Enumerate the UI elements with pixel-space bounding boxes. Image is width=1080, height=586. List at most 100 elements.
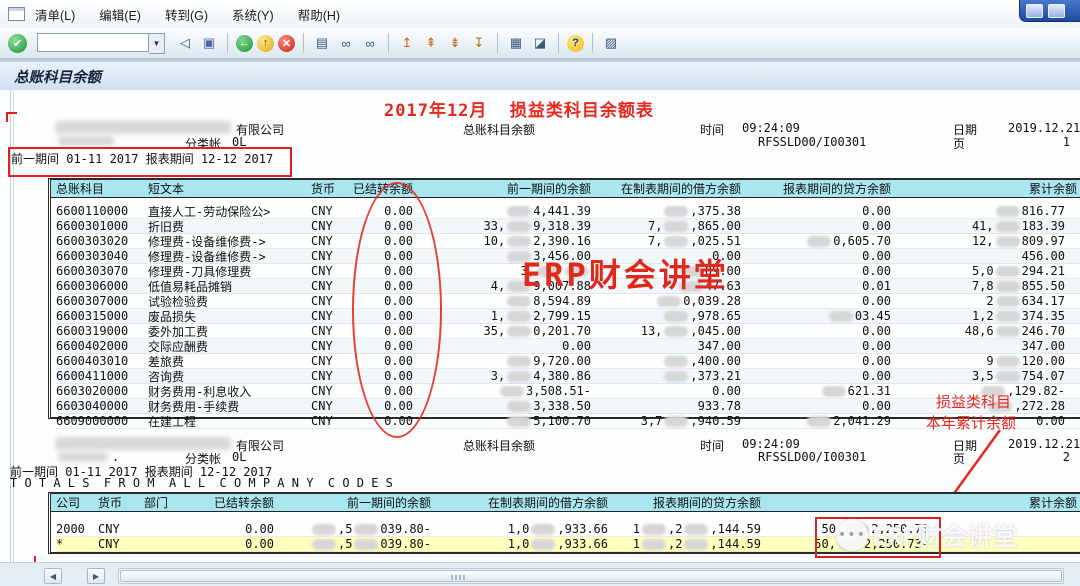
redacted-digits [507, 235, 532, 247]
table-cell: 48,6 246.70 [964, 324, 1065, 338]
left-triangle-icon[interactable]: ◁ [180, 35, 190, 50]
cancel-icon[interactable]: ✕ [278, 34, 295, 52]
page-label: 页 [953, 137, 966, 151]
report-area: 2017年12月 损益类科目余额表 有限公司 总账科目余额 时间 09:24:0… [0, 90, 1080, 569]
table-cell: 6600319000 [56, 324, 129, 338]
table-row[interactable]: 6600403010 差旅费 CNY 0.00 9,720.00,400.00 0.00 9… [56, 354, 1080, 369]
maximize-icon[interactable] [1048, 3, 1065, 18]
menu-item-0[interactable]: 清单(L) [35, 8, 76, 23]
redacted-digits [499, 385, 524, 397]
table-cell: 0.00 [862, 249, 891, 263]
page-value: 1 [1062, 135, 1070, 149]
print-icon[interactable]: ▤ [315, 35, 329, 50]
table-cell: 废品损失 [148, 309, 197, 324]
scrollbar-grip [451, 575, 465, 580]
table-cell: 0.00 [712, 249, 741, 263]
program-id: RFSSLD00/I00301 [758, 450, 867, 464]
table-cell: 2 634.17 [986, 294, 1065, 308]
menu-item-1[interactable]: 编辑(E) [99, 8, 141, 23]
annotation-title: 2017年12月 损益类科目余额表 [384, 101, 654, 121]
enter-icon[interactable]: ✔ [8, 33, 27, 53]
table-cell: 933.78 [697, 399, 741, 413]
date-value: 2019.12.21 [1008, 437, 1080, 451]
scrollbar-track[interactable] [118, 568, 1064, 584]
column-header: 报表期间的贷方余额 [652, 496, 761, 510]
create-session-icon[interactable]: ▦ [509, 35, 523, 50]
last-page-icon[interactable]: ↧ [473, 35, 485, 50]
table-row[interactable]: 6600303070 修理费-刀具修理费 CNY 0.00 3, 09.00 0.00 5,0… [56, 264, 1080, 279]
menu-item-2[interactable]: 转到(G) [164, 8, 209, 23]
table-cell: 6603020000 [56, 384, 129, 398]
back-icon[interactable]: ← [236, 34, 253, 52]
first-page-icon[interactable]: ↥ [401, 35, 413, 50]
time-value: 09:24:09 [742, 121, 800, 135]
help-icon[interactable]: ? [567, 34, 584, 52]
table-cell: 差旅费 [148, 354, 185, 369]
company-suffix: 有限公司 [236, 123, 285, 137]
exit-icon[interactable]: ↑ [257, 34, 274, 52]
shortcut-icon[interactable]: ◪ [533, 35, 547, 50]
find-next-icon[interactable]: ∞ [365, 35, 375, 51]
scroll-left-icon[interactable]: ◀ [44, 568, 62, 584]
page-label: 页 [953, 452, 966, 466]
dot: . [112, 450, 120, 464]
table-row[interactable]: 6600319000 委外加工费 CNY 0.00 35, 0,201.70 13, ,045… [56, 324, 1080, 339]
page-down-icon[interactable]: ⇟ [449, 35, 461, 50]
table-row[interactable]: 6603020000 财务费用-利息收入 CNY 0.00 3,508.51- 0.00 6… [56, 384, 1080, 399]
page-value: 2 [1062, 450, 1070, 464]
table-cell: 0.00 [862, 369, 891, 383]
table-cell: 347.00 [697, 339, 741, 353]
toolbar-separator [558, 33, 559, 53]
redacted-digits [828, 310, 853, 322]
table-row[interactable]: 6600307000 试验检验费 CNY 0.00 8,594.89 0,039.28 0.… [56, 294, 1080, 309]
redacted-digits [664, 235, 689, 247]
system-menu-icon[interactable] [8, 7, 25, 21]
scroll-right-icon[interactable]: ▶ [87, 568, 105, 584]
company-suffix: 有限公司 [236, 439, 285, 453]
corner-watermark-text: ERP财会讲堂 [872, 522, 1018, 551]
page-up-icon[interactable]: ⇞ [425, 35, 437, 50]
menu-item-4[interactable]: 帮助(H) [297, 8, 341, 23]
redacted-digits [664, 355, 689, 367]
table-row[interactable]: 6600303020 修理费-设备维修费-> CNY 0.00 10, 2,390.16 7… [56, 234, 1080, 249]
redacted-digits [821, 385, 846, 397]
table-row[interactable]: * CNY 0.00,5 039.80- 1,0,933.66 1,2,144.59 50,… [56, 537, 1080, 552]
table-cell: 0.00 [862, 204, 891, 218]
time-label: 时间 [700, 439, 725, 453]
customize-icon[interactable]: ▨ [604, 35, 618, 50]
save-icon[interactable]: ▣ [202, 35, 216, 50]
table-cell: 0.00 [245, 522, 274, 536]
date-value: 2019.12.21 [1008, 121, 1080, 135]
redacted-digits [684, 523, 709, 535]
table-row[interactable]: 2000 CNY 0.00,5 039.80- 1,0,933.66 1,2,144.59… [56, 522, 1080, 537]
column-header: 总账科目 [56, 182, 105, 196]
redacted-digits [507, 325, 532, 337]
column-header: 前一期间的余额 [346, 496, 431, 510]
redacted-digits [537, 265, 561, 277]
redacted-digits [981, 385, 1006, 397]
table-cell: 9,720.00 [413, 354, 591, 368]
menu-item-3[interactable]: 系统(Y) [232, 8, 274, 23]
table-cell: 3, [413, 264, 591, 278]
table-cell: 低值易耗品摊销 [148, 279, 233, 294]
find-icon[interactable]: ∞ [341, 35, 351, 51]
table-row[interactable]: 6600306000 低值易耗品摊销 CNY 0.00 4, 9,007.88 47.63 0… [56, 279, 1080, 294]
scrollbar-thumb[interactable] [120, 570, 1062, 582]
column-header: 在制表期间的借方余额 [620, 182, 741, 196]
annotation-pl-note: 损益类科目 [936, 393, 1012, 411]
redacted-digits [565, 265, 589, 277]
redacted-text [58, 136, 114, 146]
command-dropdown-icon[interactable]: ▼ [149, 32, 165, 54]
table-cell: 折旧费 [148, 219, 185, 234]
table-row[interactable]: 6600411000 咨询费 CNY 0.00 3, 4,380.86,373.21 0.0… [56, 369, 1080, 384]
table-cell: 交际应酬费 [148, 339, 209, 354]
minimize-icon[interactable] [1026, 3, 1043, 18]
toolbar-separator [303, 33, 304, 53]
redacted-digits [995, 235, 1020, 247]
table-row[interactable]: 6600402000 交际应酬费 CNY 0.00 0.00 347.00 0.00 347.… [56, 339, 1080, 354]
table-cell: 1,0,933.66 [507, 522, 608, 536]
table-cell: 0.00 [862, 339, 891, 353]
table-row[interactable]: 6600301000 折旧费 CNY 0.00 33, 9,318.39 7, ,865.00… [56, 219, 1080, 234]
command-field[interactable] [37, 32, 149, 52]
redacted-digits [995, 325, 1020, 337]
